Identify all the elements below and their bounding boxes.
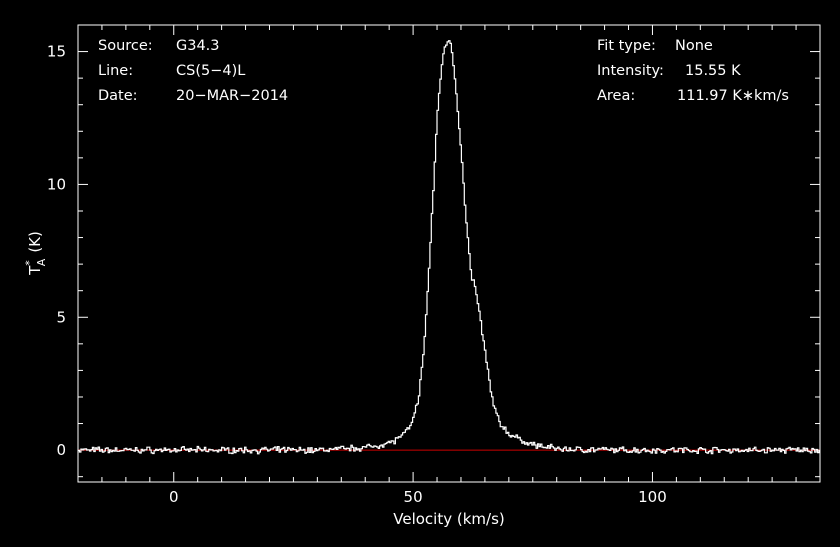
y-axis-label: T*A (K)	[23, 231, 48, 276]
info-fit-value: None	[675, 38, 713, 54]
x-tick-label: 100	[638, 488, 667, 506]
info-line-value: CS(5−4)L	[176, 63, 245, 79]
info-line-key: Line:	[98, 63, 133, 79]
y-tick-label: 15	[47, 43, 66, 61]
info-area-value: 111.97 K∗km/s	[677, 88, 789, 104]
y-label-sup: *	[23, 260, 36, 266]
info-date-key: Date:	[98, 88, 138, 104]
x-tick-label: 50	[404, 488, 423, 506]
info-date-value: 20−MAR−2014	[176, 88, 288, 104]
x-tick-label: 0	[169, 488, 179, 506]
y-label-sub: A	[35, 258, 48, 266]
y-tick-label: 10	[47, 175, 66, 193]
info-intensity-key: Intensity:	[597, 63, 664, 79]
info-intensity-value: 15.55 K	[685, 63, 741, 79]
info-area-key: Area:	[597, 88, 635, 104]
info-source-value: G34.3	[176, 38, 220, 54]
svg-text:T*A(K): T*A (K)	[23, 231, 48, 276]
info-right: Fit type: None Intensity: 15.55 K Area: …	[597, 38, 789, 104]
tick-marks	[78, 25, 821, 482]
y-tick-label: 5	[56, 308, 66, 326]
tick-labels: 0 50 100 0 5 10 15	[47, 43, 667, 506]
spectrum-line	[78, 40, 820, 455]
y-label-main: T	[26, 265, 44, 276]
info-left: Source: G34.3 Line: CS(5−4)L Date: 20−MA…	[98, 38, 288, 104]
axes-frame	[77, 24, 821, 483]
y-label-unit: (K)	[26, 231, 44, 253]
x-axis-label: Velocity (km/s)	[393, 510, 504, 528]
info-source-key: Source:	[98, 38, 153, 54]
y-tick-label: 0	[56, 441, 66, 459]
info-fit-key: Fit type:	[597, 38, 656, 54]
